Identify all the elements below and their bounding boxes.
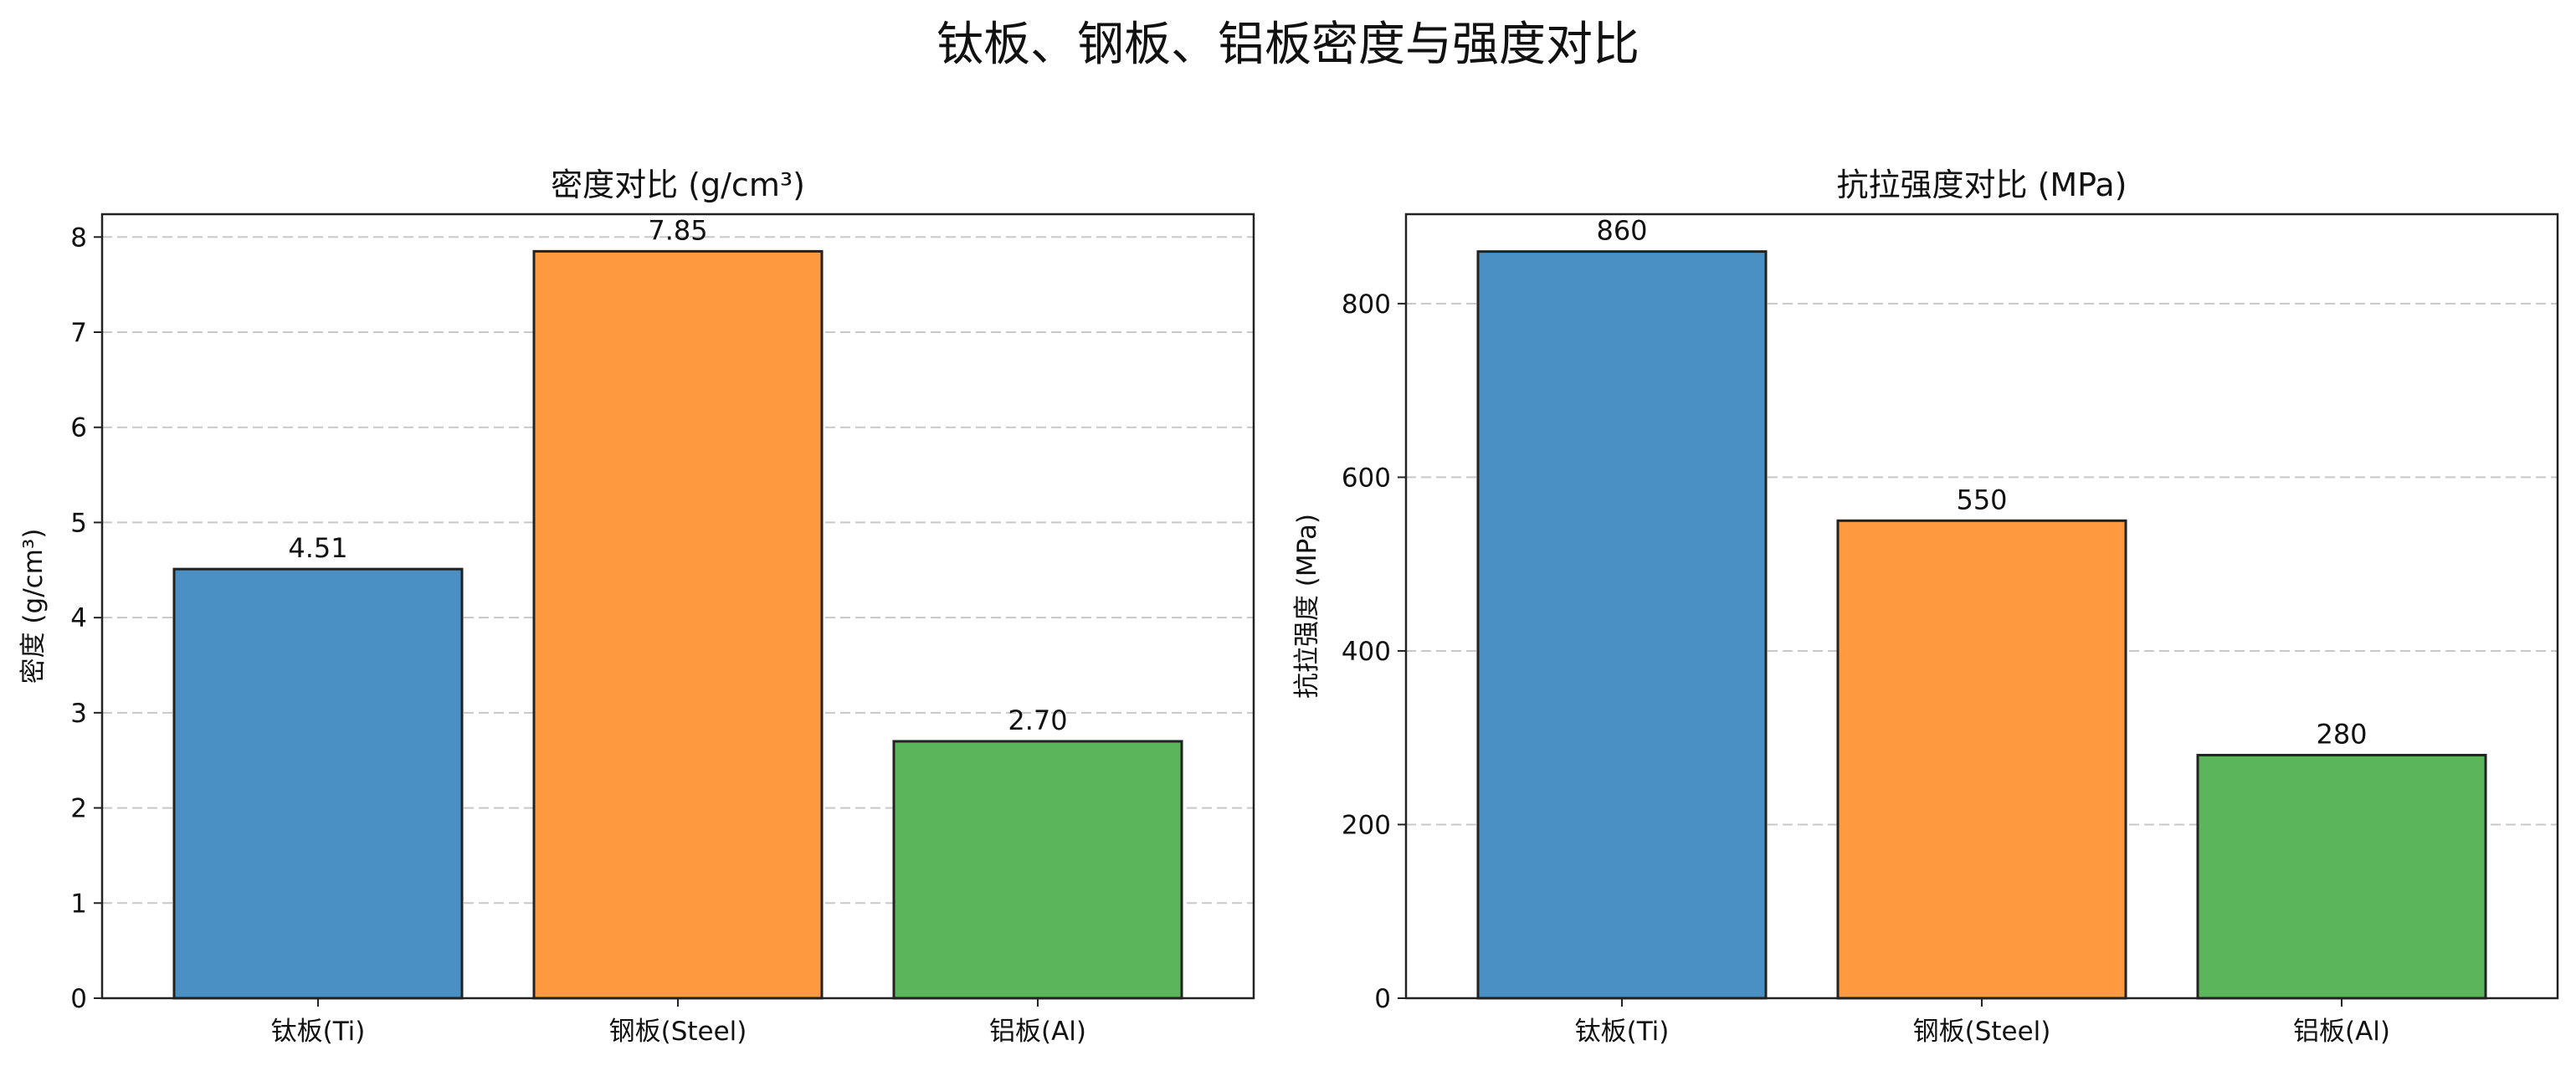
density-bar-ti	[172, 567, 464, 1000]
strength-axes-frame	[1404, 213, 2559, 1000]
strength-xtick-label-ti: 钛板(Ti)	[1575, 1017, 1670, 1047]
density-ytick-label-1: 1	[70, 889, 87, 919]
strength-ytick-label-3: 600	[1342, 463, 1391, 493]
density-value-label-al: 2.70	[1008, 705, 1067, 736]
strength-chart-panel: 860 钛板(Ti) 550 钢板(Steel) 280 铝板(Al) 0 200 400 600…	[1292, 167, 2559, 1047]
density-bar-al	[892, 740, 1183, 1000]
density-xtick-label-ti: 钛板(Ti)	[271, 1017, 366, 1047]
strength-ytick-label-1: 200	[1342, 810, 1391, 840]
density-ytick-label-6: 6	[70, 413, 87, 443]
strength-bar-al	[2196, 753, 2487, 1000]
strength-ytick-label-4: 800	[1342, 290, 1391, 320]
strength-chart-title: 抗拉强度对比 (MPa)	[1836, 167, 2127, 203]
strength-y-axis-label: 抗拉强度 (MPa)	[1292, 514, 1322, 699]
density-value-label-ti: 4.51	[288, 532, 347, 564]
density-xtick-label-al: 铝板(Al)	[989, 1017, 1086, 1047]
density-xtick-label-steel: 钢板(Steel)	[609, 1017, 747, 1047]
density-ytick-label-2: 2	[70, 794, 87, 824]
strength-value-label-ti: 860	[1596, 215, 1647, 247]
density-ytick-label-7: 7	[70, 318, 87, 348]
figure-title: 钛板、钢板、铝板密度与强度对比	[936, 18, 1640, 72]
density-y-axis-label: 密度 (g/cm³)	[18, 529, 49, 684]
strength-bar-ti	[1476, 250, 1768, 1000]
density-axes-frame	[100, 213, 1255, 1000]
density-bar-steel	[532, 249, 824, 1000]
strength-xtick-label-steel: 钢板(Steel)	[1913, 1017, 2051, 1047]
strength-xtick-label-al: 铝板(Al)	[2293, 1017, 2390, 1047]
density-ytick-label-5: 5	[70, 508, 87, 538]
strength-ytick-label-2: 400	[1342, 637, 1391, 667]
density-ytick-label-4: 4	[70, 603, 87, 633]
density-ytick-label-8: 8	[70, 223, 87, 253]
strength-value-label-al: 280	[2316, 718, 2367, 750]
density-chart-title: 密度对比 (g/cm³)	[551, 167, 805, 203]
density-chart-panel: 4.51 钛板(Ti) 7.85 钢板(Steel) 2.70 铝板(Al) 0 1 2 3 4 5 6…	[18, 167, 1255, 1047]
strength-value-label-steel: 550	[1956, 484, 2007, 515]
density-ytick-label-3: 3	[70, 699, 87, 729]
strength-bar-steel	[1836, 519, 2127, 1000]
density-value-label-steel: 7.85	[648, 214, 707, 246]
strength-ytick-label-0: 0	[1374, 984, 1391, 1014]
density-ytick-label-0: 0	[70, 984, 87, 1014]
